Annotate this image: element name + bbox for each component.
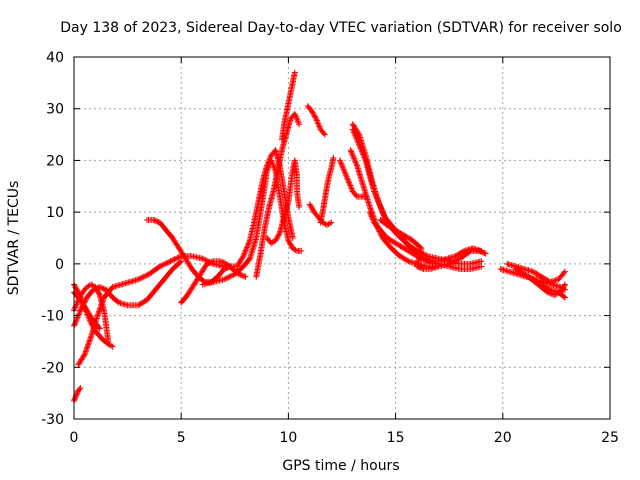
data-point-markers (377, 216, 442, 272)
grid-lines (74, 57, 610, 419)
series-track-v (377, 216, 442, 272)
y-tick-label: 0 (55, 257, 64, 273)
x-tick-label: 0 (70, 430, 79, 446)
series-track-z (525, 273, 568, 298)
data-point-markers (304, 103, 328, 138)
y-tick-label: -10 (41, 309, 64, 325)
series-track-q (336, 157, 369, 200)
series-track-j (233, 147, 296, 270)
y-tick-label: 30 (46, 102, 64, 118)
series-track-x (504, 260, 568, 285)
data-points (71, 69, 568, 404)
y-tick-label: 40 (46, 50, 64, 66)
x-tick-label: 25 (601, 430, 619, 446)
series-track-p (317, 154, 337, 226)
y-tick-label: 20 (46, 153, 64, 169)
series-track-u (366, 209, 485, 265)
y-axis-title: SDTVAR / TECUs (6, 181, 22, 296)
x-tick-label: 5 (177, 430, 186, 446)
x-axis-title: GPS time / hours (282, 458, 399, 474)
data-point-markers (264, 157, 303, 247)
data-point-markers (336, 157, 369, 200)
x-tick-label: 10 (279, 430, 297, 446)
chart-title: Day 138 of 2023, Sidereal Day-to-day VTE… (60, 20, 622, 36)
y-tick-label: -20 (41, 360, 64, 376)
series-track-l (279, 69, 298, 143)
axis-ticks: 0 5 10 15 20 25 -30 -20 -10 0 10 20 30 40 (41, 50, 619, 446)
y-tick-label: -30 (41, 412, 64, 428)
data-point-markers (279, 69, 298, 143)
data-point-markers (233, 147, 296, 270)
x-tick-label: 15 (387, 430, 405, 446)
y-tick-label: 10 (46, 205, 64, 221)
plot-frame (73, 56, 611, 420)
data-point-markers (504, 260, 568, 285)
series-track-m (264, 157, 303, 247)
data-point-markers (317, 154, 337, 226)
data-point-markers (366, 209, 485, 265)
series-track-n (304, 103, 328, 138)
data-point-markers (525, 273, 568, 298)
x-tick-label: 20 (494, 430, 512, 446)
